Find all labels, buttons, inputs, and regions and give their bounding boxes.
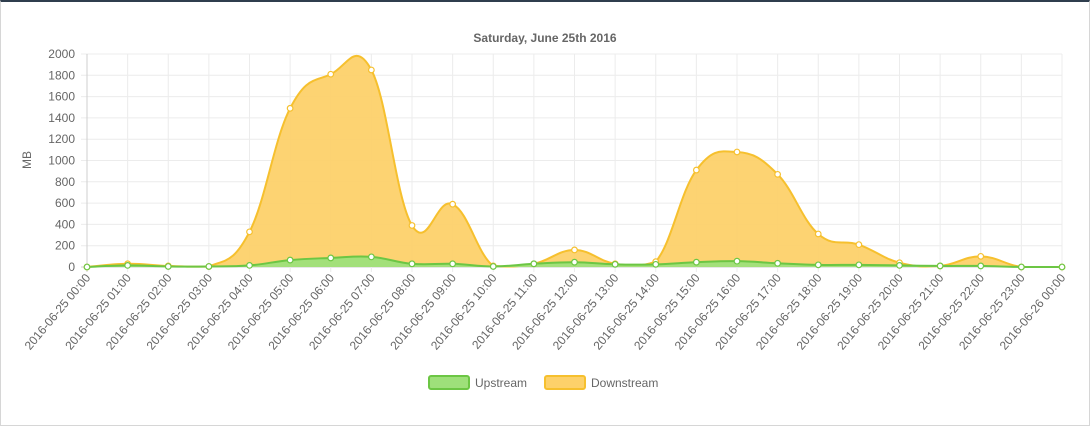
point-upstream[interactable] xyxy=(327,254,335,262)
point-downstream[interactable] xyxy=(692,166,700,174)
point-downstream[interactable] xyxy=(774,170,782,178)
area-downstream xyxy=(87,55,1062,267)
point-upstream[interactable] xyxy=(1058,263,1066,271)
chart-title: Saturday, June 25th 2016 xyxy=(473,31,617,45)
y-tick-label: 0 xyxy=(68,260,75,274)
point-upstream[interactable] xyxy=(855,261,863,269)
point-upstream[interactable] xyxy=(164,263,172,270)
y-axis-label: MB xyxy=(20,151,34,169)
point-downstream[interactable] xyxy=(733,148,741,156)
y-tick-label: 400 xyxy=(55,217,75,231)
point-upstream[interactable] xyxy=(896,262,903,269)
y-tick-label: 1600 xyxy=(48,90,75,104)
legend-label-downstream[interactable]: Downstream xyxy=(591,376,658,390)
y-tick-label: 1400 xyxy=(48,111,75,125)
point-upstream[interactable] xyxy=(124,262,132,269)
point-upstream[interactable] xyxy=(205,263,213,270)
point-upstream[interactable] xyxy=(936,262,944,270)
point-upstream[interactable] xyxy=(367,253,375,261)
point-upstream[interactable] xyxy=(571,258,578,266)
y-tick-label: 600 xyxy=(55,196,75,210)
point-upstream[interactable] xyxy=(1017,263,1025,271)
point-downstream[interactable] xyxy=(449,200,457,208)
point-downstream[interactable] xyxy=(408,222,416,229)
point-upstream[interactable] xyxy=(733,257,741,265)
point-upstream[interactable] xyxy=(977,262,985,270)
point-upstream[interactable] xyxy=(774,259,782,267)
legend-label-upstream[interactable]: Upstream xyxy=(475,376,527,390)
point-upstream[interactable] xyxy=(692,258,700,266)
point-upstream[interactable] xyxy=(489,263,497,270)
y-tick-label: 200 xyxy=(55,239,75,253)
point-upstream[interactable] xyxy=(246,262,253,269)
grid xyxy=(81,53,1063,272)
legend-swatch-upstream[interactable] xyxy=(428,375,470,390)
y-tick-label: 1200 xyxy=(48,132,75,146)
point-downstream[interactable] xyxy=(327,70,335,78)
y-tick-label: 1000 xyxy=(48,154,75,168)
y-tick-label: 800 xyxy=(55,175,75,189)
point-upstream[interactable] xyxy=(286,256,294,264)
point-upstream[interactable] xyxy=(449,260,457,268)
point-downstream[interactable] xyxy=(855,241,863,249)
legend: Upstream Downstream xyxy=(428,375,658,390)
y-tick-label: 2000 xyxy=(48,47,75,61)
point-downstream[interactable] xyxy=(814,230,822,238)
legend-swatch-downstream[interactable] xyxy=(544,375,586,390)
point-downstream[interactable] xyxy=(286,104,294,112)
point-upstream[interactable] xyxy=(83,263,91,271)
point-upstream[interactable] xyxy=(530,260,538,268)
y-axis-ticks: 0 200 400 600 800 1000 1200 1400 1600 1800 2000 xyxy=(48,47,75,274)
point-upstream[interactable] xyxy=(408,260,416,268)
point-downstream[interactable] xyxy=(246,228,253,236)
y-tick-label: 1800 xyxy=(48,68,75,82)
series-points xyxy=(83,66,1066,271)
point-upstream[interactable] xyxy=(814,261,822,269)
line-downstream xyxy=(86,54,1062,269)
point-upstream[interactable] xyxy=(652,260,660,268)
point-downstream[interactable] xyxy=(977,252,985,260)
point-downstream[interactable] xyxy=(571,246,578,254)
point-downstream[interactable] xyxy=(367,66,375,74)
point-upstream[interactable] xyxy=(611,260,619,268)
